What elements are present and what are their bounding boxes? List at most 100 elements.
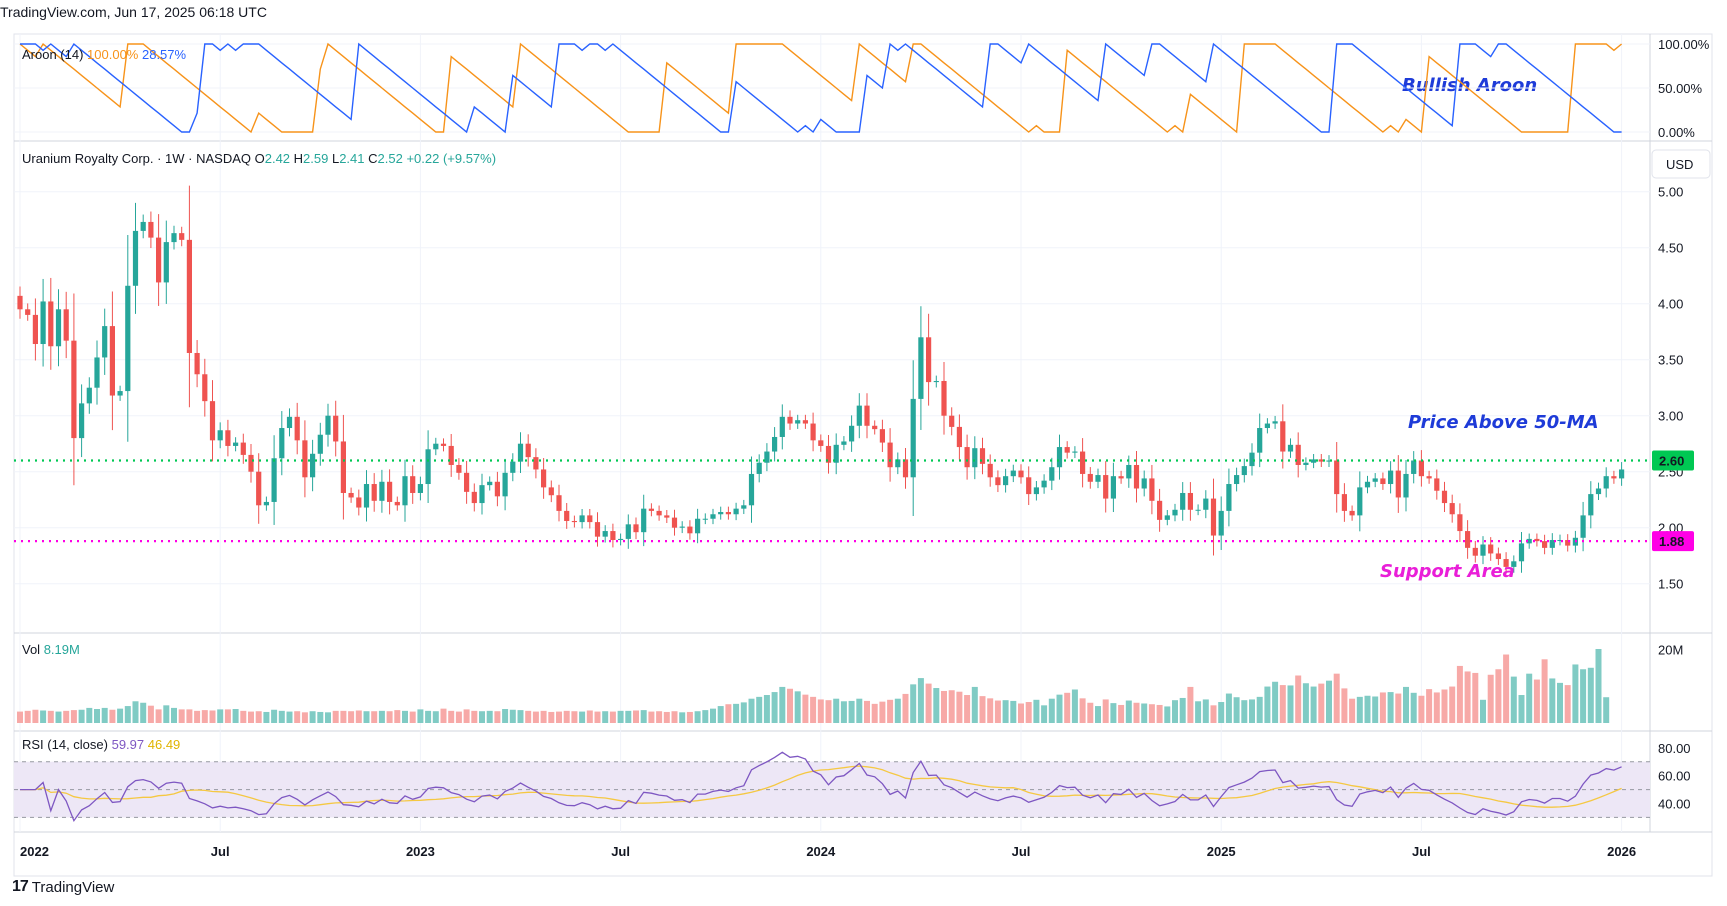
volume-bar <box>363 711 370 723</box>
volume-bar <box>494 711 501 723</box>
price-tick-label: 4.50 <box>1658 241 1683 256</box>
volume-bar <box>933 688 940 723</box>
candle-body <box>610 531 616 541</box>
candle-body <box>94 357 100 388</box>
time-axis-label: 2023 <box>406 844 435 859</box>
candle-body <box>487 481 493 486</box>
volume-bar <box>248 711 254 723</box>
volume-bar <box>710 708 716 723</box>
candle-body <box>941 380 947 416</box>
volume-bar <box>455 711 462 723</box>
time-axis-label: Jul <box>611 844 630 859</box>
candle-body <box>887 442 893 468</box>
volume-bar <box>240 710 247 723</box>
chart-timestamp-header: TradingView.com, Jun 17, 2025 06:18 UTC <box>0 4 267 20</box>
candle-body <box>1441 490 1448 504</box>
rsi-ma-line <box>20 765 1622 808</box>
volume-bar <box>887 699 894 723</box>
candle-body <box>17 295 23 310</box>
candle-body <box>541 469 547 488</box>
tradingview-brand[interactable]: 17 TradingView <box>12 878 114 896</box>
volume-bar <box>1295 675 1302 723</box>
candle-body <box>1557 540 1563 542</box>
volume-bar <box>902 693 909 723</box>
price-tick-label: 1.50 <box>1658 577 1683 592</box>
candle-body <box>225 430 231 446</box>
candle-body <box>1495 553 1501 560</box>
annotation-bullish-aroon: Bullish Aroon <box>1402 75 1537 96</box>
candle-body <box>902 459 909 478</box>
candle-body <box>1534 538 1540 542</box>
volume-bar <box>1187 686 1194 723</box>
volume-bar <box>278 710 285 723</box>
candle-body <box>1118 476 1124 479</box>
candle-body <box>841 441 847 445</box>
volume-bar <box>525 710 532 723</box>
volume-bar <box>502 709 509 723</box>
volume-bar <box>748 698 755 723</box>
rsi-legend: RSI (14, close) 59.97 46.49 <box>22 737 180 752</box>
volume-bar <box>1379 692 1386 723</box>
candle-body <box>633 524 639 533</box>
volume-bar <box>1395 693 1402 723</box>
volume-bar <box>1318 683 1325 723</box>
candle-body <box>48 301 54 347</box>
legend-fragment: 2.41 <box>339 151 368 166</box>
time-axis-label: Jul <box>211 844 230 859</box>
candle-body <box>972 448 978 468</box>
candle-body <box>1280 421 1286 452</box>
volume-bar <box>217 709 224 723</box>
volume-bar <box>209 710 216 723</box>
volume-bar <box>1225 693 1232 723</box>
volume-bar <box>1580 669 1587 723</box>
volume-bar <box>255 711 262 723</box>
volume-bar <box>1464 671 1471 723</box>
volume-bar <box>1403 686 1409 723</box>
volume-bar <box>586 710 593 723</box>
price-tick-label: 4.00 <box>1658 297 1683 312</box>
volume-bar <box>402 710 408 723</box>
candle-body <box>440 443 447 446</box>
candle-body <box>117 391 123 396</box>
volume-bar <box>964 695 971 723</box>
aroon-tick-label: 100.00% <box>1658 37 1710 52</box>
candle-body <box>1264 423 1270 429</box>
volume-bar <box>178 709 185 723</box>
candle-body <box>1133 464 1140 489</box>
volume-bar <box>17 711 23 723</box>
volume-bar <box>32 709 39 723</box>
candle-body <box>179 233 185 240</box>
candle-body <box>1026 477 1032 495</box>
volume-bar <box>232 709 239 723</box>
volume-bar <box>1410 692 1417 723</box>
volume-bar <box>1572 664 1579 723</box>
volume-tick-label: 20M <box>1658 642 1683 657</box>
time-axis-label: 2026 <box>1607 844 1636 859</box>
candle-body <box>333 415 339 442</box>
candle-body <box>86 387 92 404</box>
volume-bar <box>1495 669 1502 723</box>
volume-bar <box>1087 702 1094 723</box>
candle-body <box>1126 464 1132 479</box>
candle-body <box>1195 509 1201 511</box>
volume-bar <box>579 711 586 723</box>
volume-bar <box>671 711 678 723</box>
time-axis-label: 2022 <box>20 844 49 859</box>
volume-bar <box>1349 698 1356 723</box>
currency-selector[interactable]: USD <box>1651 149 1711 179</box>
volume-bar <box>1487 674 1494 723</box>
volume-bar <box>78 709 85 723</box>
volume-bar <box>1510 676 1517 723</box>
volume-bar <box>509 709 516 723</box>
candle-body <box>995 477 1001 486</box>
volume-bar <box>271 709 278 723</box>
candle-body <box>510 461 516 473</box>
candle-body <box>125 285 131 392</box>
candle-body <box>148 221 154 238</box>
aroon-up-line <box>19 42 1623 134</box>
time-axis-label: Jul <box>1412 844 1431 859</box>
volume-bar <box>833 698 840 723</box>
candle-body <box>1526 538 1532 544</box>
candle-body <box>202 374 208 402</box>
